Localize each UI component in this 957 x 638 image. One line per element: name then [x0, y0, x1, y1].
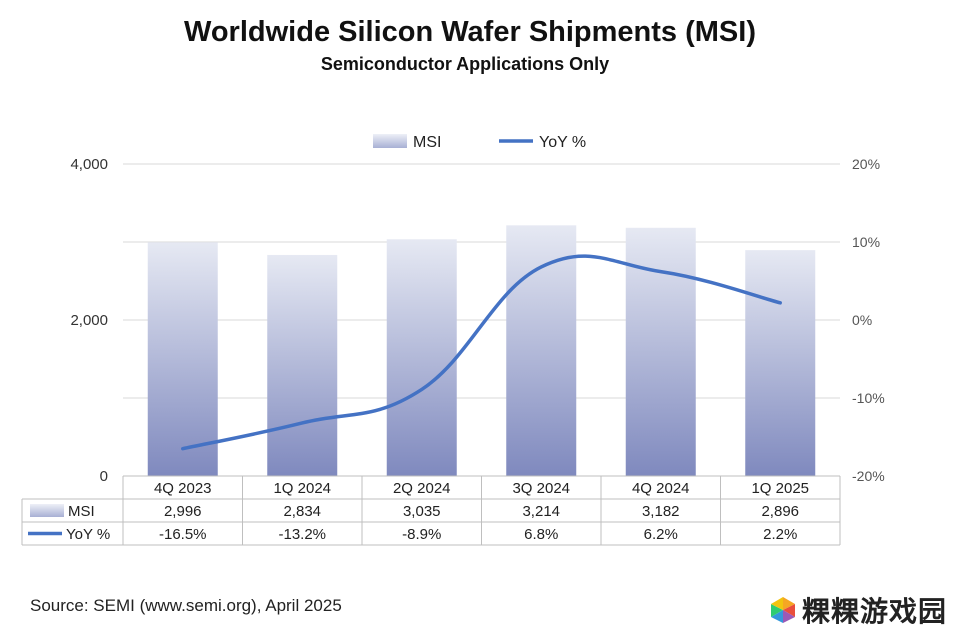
data-label-yoy: -13.2%	[278, 526, 326, 543]
y-right-tick-label: -20%	[852, 468, 885, 484]
data-label-yoy: -16.5%	[159, 526, 207, 543]
bar	[625, 227, 696, 476]
table-key-msi	[30, 504, 64, 517]
x-tick-label: 4Q 2024	[632, 480, 690, 497]
y-right-tick-label: 0%	[852, 312, 872, 328]
x-tick-label: 1Q 2025	[751, 480, 809, 497]
data-label-yoy: 6.8%	[524, 526, 558, 543]
table-row-label-msi: MSI	[68, 503, 95, 520]
bar	[147, 242, 218, 476]
data-label-msi: 2,834	[283, 503, 321, 520]
x-tick-label: 4Q 2023	[154, 480, 212, 497]
y-left-tick-label: 4,000	[70, 156, 108, 173]
data-label-yoy: -8.9%	[402, 526, 441, 543]
y-left-tick-label: 0	[100, 468, 108, 485]
legend-label-yoy: YoY %	[539, 134, 586, 151]
data-label-msi: 3,035	[403, 503, 441, 520]
y-right-tick-label: 10%	[852, 234, 880, 250]
x-tick-label: 1Q 2024	[273, 480, 331, 497]
y-right-tick-label: -10%	[852, 390, 885, 406]
data-label-msi: 3,182	[642, 503, 680, 520]
source-note: Source: SEMI (www.semi.org), April 2025	[30, 596, 342, 615]
y-right-tick-label: 20%	[852, 156, 880, 172]
x-tick-label: 2Q 2024	[393, 480, 451, 497]
data-label-msi: 3,214	[522, 503, 560, 520]
y-left-tick-label: 2,000	[70, 312, 108, 329]
watermark: 粿粿游戏园	[768, 590, 947, 630]
watermark-logo-icon	[770, 597, 795, 623]
bar	[267, 254, 338, 476]
data-label-yoy: 6.2%	[644, 526, 678, 543]
data-label-yoy: 2.2%	[763, 526, 797, 543]
chart-title: Worldwide Silicon Wafer Shipments (MSI)	[184, 16, 756, 48]
bar	[506, 225, 577, 476]
yoy-line	[181, 254, 782, 451]
bar	[386, 239, 457, 476]
watermark-text: 粿粿游戏园	[801, 596, 947, 627]
data-label-msi: 2,896	[761, 503, 799, 520]
legend-label-msi: MSI	[413, 134, 441, 151]
table-row-label-yoy: YoY %	[66, 526, 110, 543]
legend-swatch-msi	[373, 134, 407, 148]
x-tick-label: 3Q 2024	[512, 480, 570, 497]
chart-subtitle: Semiconductor Applications Only	[320, 54, 610, 74]
bar	[745, 250, 816, 476]
data-label-msi: 2,996	[164, 503, 202, 520]
